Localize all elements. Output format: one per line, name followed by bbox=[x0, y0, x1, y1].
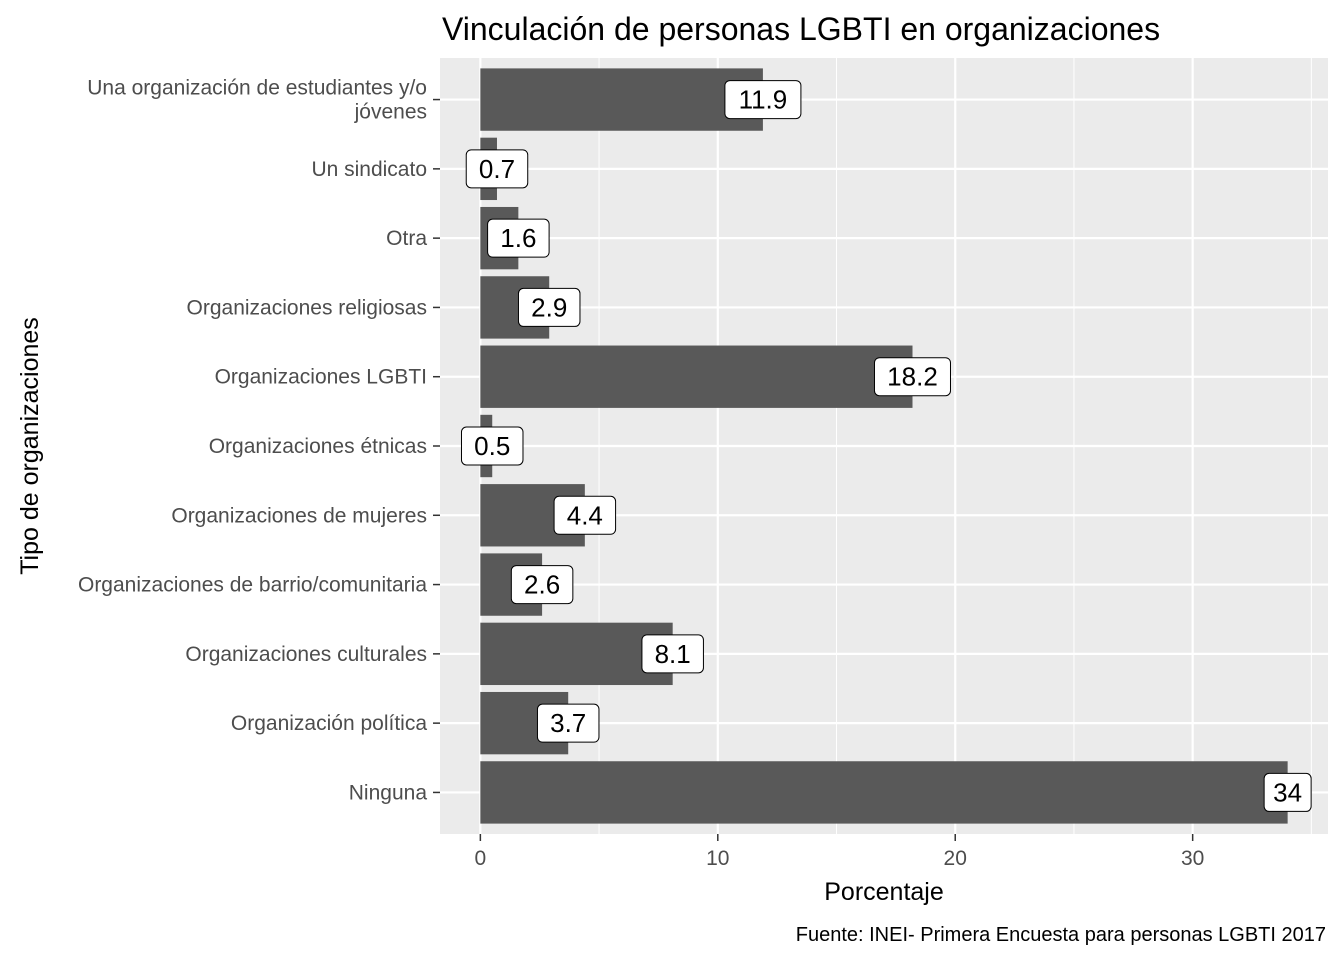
data-label: 0.5 bbox=[460, 426, 524, 466]
bar bbox=[480, 622, 673, 686]
data-label-text: 8.1 bbox=[655, 639, 691, 669]
y-tick-label-line: Organizaciones de mujeres bbox=[171, 504, 427, 527]
y-tick-label: Organizaciones de barrio/comunitaria bbox=[78, 574, 427, 597]
bar bbox=[480, 68, 763, 131]
data-label: 4.4 bbox=[553, 495, 617, 535]
data-label: 2.9 bbox=[517, 287, 581, 327]
y-tick-label-line: Organización política bbox=[231, 712, 427, 735]
chart-title: Vinculación de personas LGBTI en organiz… bbox=[442, 11, 1160, 47]
y-tick-label-line: Una organización de estudiantes y/o bbox=[87, 77, 427, 100]
y-axis: Una organización de estudiantes y/o jóven… bbox=[78, 77, 440, 804]
data-label-box bbox=[465, 149, 529, 189]
data-label: 8.1 bbox=[641, 634, 704, 674]
y-tick-label: Organizaciones étnicas bbox=[209, 435, 427, 458]
bar bbox=[480, 345, 913, 408]
x-axis: 0 10 20 30 bbox=[475, 834, 1204, 870]
y-tick-label: Organizaciones religiosas bbox=[187, 296, 427, 319]
data-label-text: 18.2 bbox=[887, 362, 938, 392]
y-tick-label-line: jóvenes bbox=[354, 101, 427, 124]
data-label-text: 1.6 bbox=[500, 223, 536, 253]
data-label-box bbox=[1263, 772, 1312, 812]
data-label-text: 4.4 bbox=[567, 500, 603, 530]
y-tick-label: Organización política bbox=[231, 712, 427, 735]
y-tick-label: Ninguna bbox=[349, 781, 428, 804]
y-tick-label: Organizaciones LGBTI bbox=[215, 366, 427, 389]
data-label: 11.9 bbox=[724, 80, 802, 120]
data-label-box bbox=[510, 565, 574, 605]
y-axis-title: Tipo de organizaciones bbox=[16, 317, 44, 575]
y-tick-label: Organizaciones de mujeres bbox=[171, 504, 427, 527]
data-label: 2.6 bbox=[510, 565, 574, 605]
data-labels: 11.9 0.7 1.6 2.9 18.2 0.5 4.4 2.6 8.1 3.7 34 bbox=[460, 80, 1312, 812]
bars bbox=[480, 68, 1288, 824]
data-label-box bbox=[487, 218, 550, 258]
data-label-text: 11.9 bbox=[739, 85, 788, 115]
x-tick-label: 10 bbox=[706, 847, 729, 870]
y-tick-label-line: Otra bbox=[386, 227, 427, 250]
data-label-box bbox=[641, 634, 704, 674]
x-tick-label: 0 bbox=[475, 847, 487, 870]
y-tick-label-line: Organizaciones culturales bbox=[185, 643, 427, 666]
x-axis-title: Porcentaje bbox=[824, 878, 944, 906]
y-tick-label: Organizaciones culturales bbox=[185, 643, 427, 666]
data-label-box bbox=[460, 426, 524, 466]
data-label-box bbox=[536, 703, 600, 743]
y-tick-label-line: Organizaciones LGBTI bbox=[215, 366, 427, 389]
x-tick-label: 20 bbox=[944, 847, 967, 870]
bar bbox=[480, 761, 1288, 824]
y-tick-label-line: Ninguna bbox=[349, 781, 428, 804]
y-tick-label: Otra bbox=[386, 227, 427, 250]
y-tick-label: Un sindicato bbox=[311, 158, 427, 181]
data-label-box bbox=[873, 357, 951, 397]
y-tick-label-line: Organizaciones religiosas bbox=[187, 296, 427, 319]
data-label-box bbox=[553, 495, 617, 535]
chart-caption: Fuente: INEI- Primera Encuesta para pers… bbox=[796, 924, 1326, 946]
data-label: 0.7 bbox=[465, 149, 529, 189]
y-tick-label-line: Un sindicato bbox=[311, 158, 427, 181]
data-label-text: 2.6 bbox=[524, 570, 560, 600]
y-tick-label: Una organización de estudiantes y/o jóven… bbox=[87, 77, 427, 124]
data-label: 18.2 bbox=[873, 357, 951, 397]
data-label: 1.6 bbox=[487, 218, 550, 258]
data-label-text: 2.9 bbox=[531, 292, 567, 322]
data-label-box bbox=[517, 287, 581, 327]
data-label-box bbox=[724, 80, 802, 120]
x-tick-label: 30 bbox=[1181, 847, 1204, 870]
y-tick-label-line: Organizaciones étnicas bbox=[209, 435, 427, 458]
data-label-text: 3.7 bbox=[550, 708, 586, 738]
data-label-text: 0.7 bbox=[479, 154, 515, 184]
data-label-text: 34 bbox=[1273, 777, 1302, 807]
data-label: 34 bbox=[1263, 772, 1312, 812]
data-label-text: 0.5 bbox=[474, 431, 510, 461]
y-tick-label-line: Organizaciones de barrio/comunitaria bbox=[78, 574, 427, 597]
data-label: 3.7 bbox=[536, 703, 600, 743]
